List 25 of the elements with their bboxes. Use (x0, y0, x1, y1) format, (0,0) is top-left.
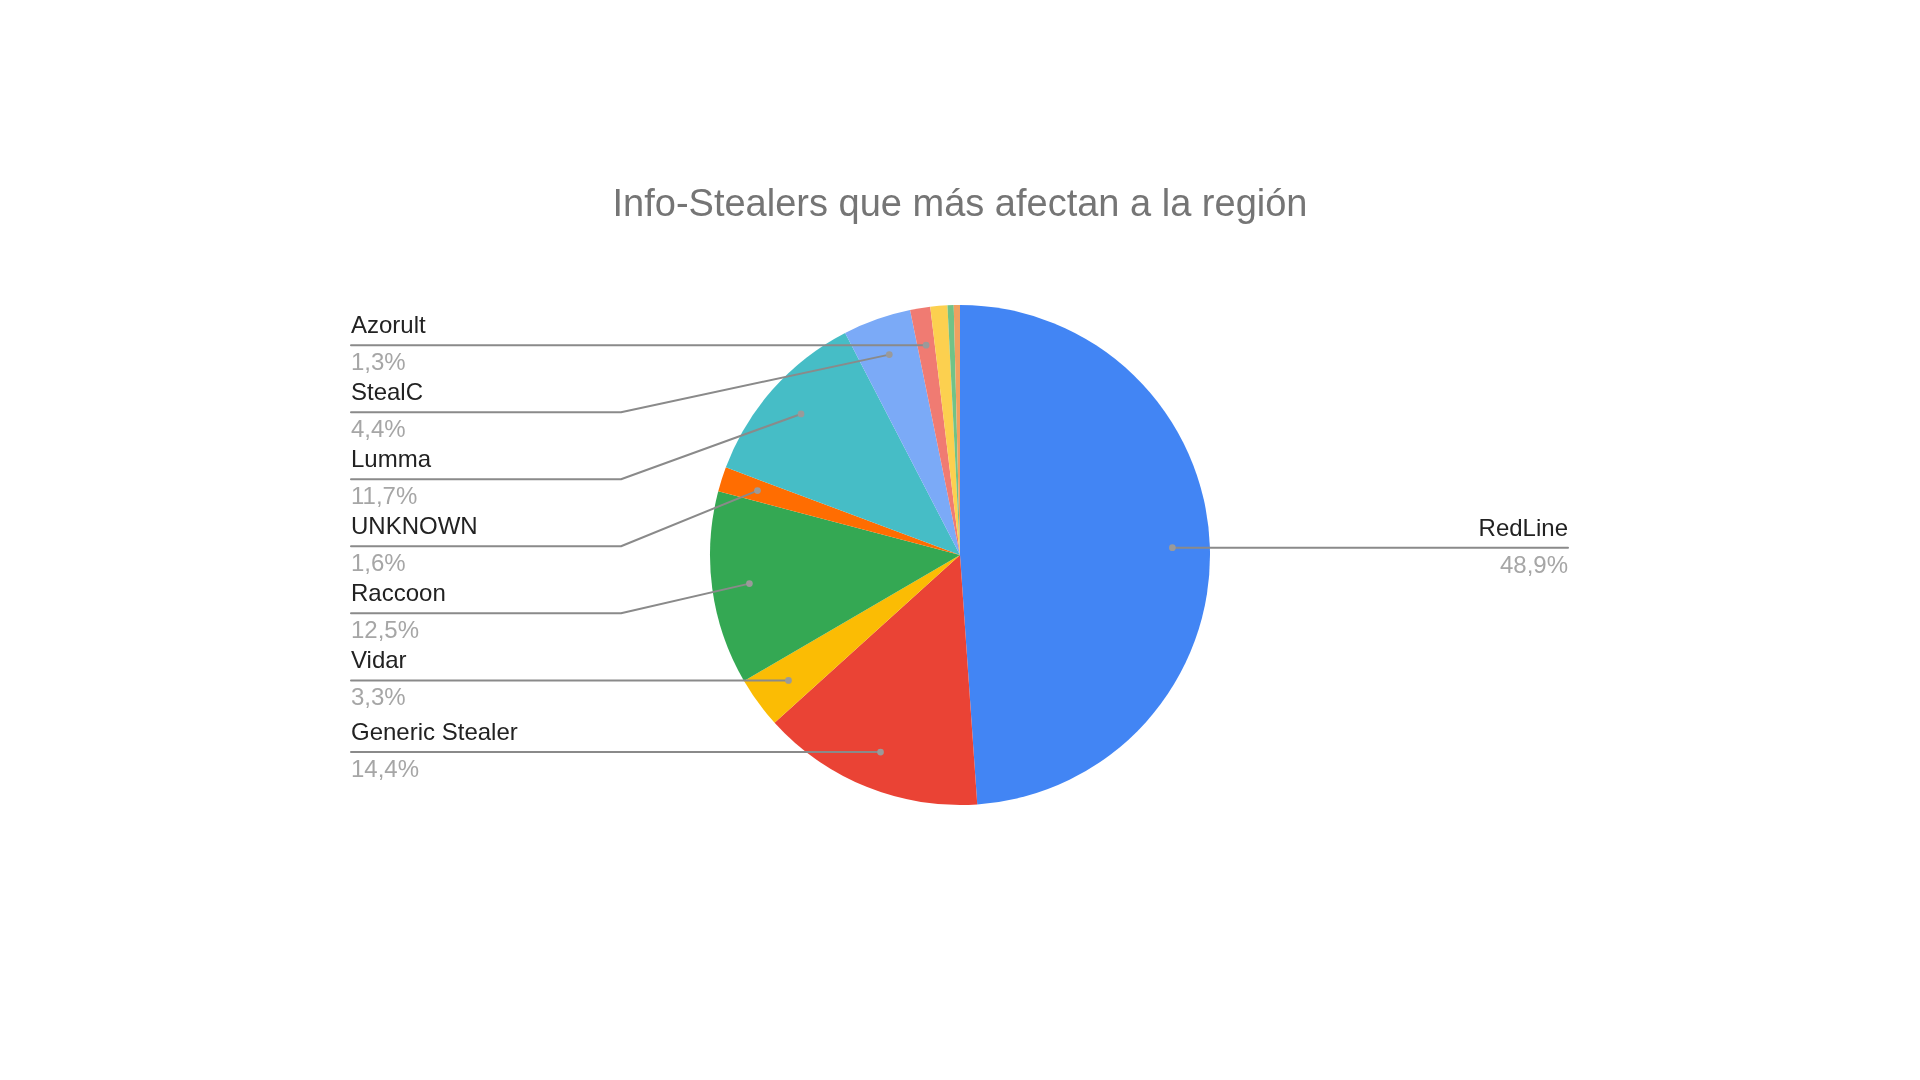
chart-title: Info-Stealers que más afectan a la región (612, 182, 1308, 224)
pie-slice (845, 310, 960, 555)
data-label: 12,5% (351, 616, 420, 644)
data-label: 1,3% (351, 348, 406, 376)
data-label: 48,9% (1499, 550, 1568, 578)
slice-label: Azorult (351, 311, 427, 339)
pie-slice (710, 491, 960, 681)
slice-label: Generic Stealer (351, 718, 518, 746)
slice-label: Vidar (351, 646, 407, 674)
data-label: 3,3% (351, 683, 406, 711)
slice-label: StealC (351, 378, 424, 406)
pie-slice (744, 555, 960, 723)
pie-slice (774, 555, 978, 805)
pie-slice (910, 306, 960, 555)
pie-slice (718, 467, 960, 555)
slice-label: RedLine (1478, 513, 1568, 541)
pie-slice (960, 305, 1210, 805)
slice-label: UNKNOWN (351, 512, 478, 540)
data-label: 11,7% (351, 482, 418, 510)
pie-slice (725, 332, 960, 555)
slice-label: Raccoon (351, 579, 446, 607)
data-label: 14,4% (351, 755, 420, 783)
data-label: 1,6% (351, 549, 406, 577)
slice-label: Lumma (351, 445, 432, 473)
data-label: 4,4% (351, 415, 406, 443)
